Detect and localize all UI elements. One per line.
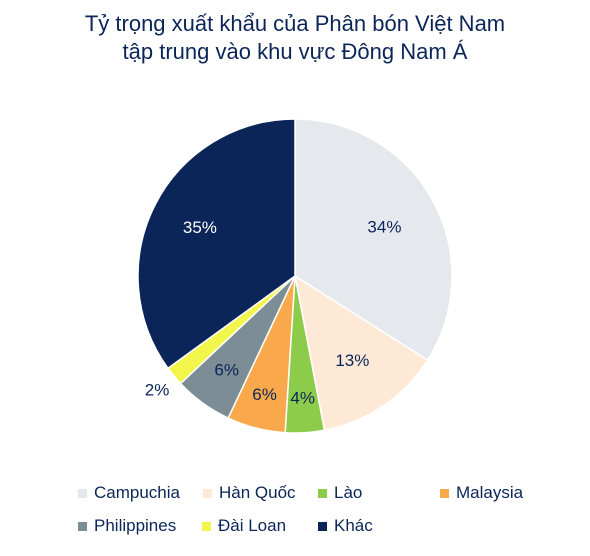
data-label-dai-loan: 2%: [145, 381, 170, 400]
data-label-philippines: 6%: [214, 360, 239, 379]
chart-title: Tỷ trọng xuất khẩu của Phân bón Việt Nam…: [0, 10, 590, 66]
pie-slice-campuchia: [294, 118, 453, 362]
chart-title-line-1: Tỷ trọng xuất khẩu của Phân bón Việt Nam: [84, 11, 506, 36]
pie-slice-khac: [137, 118, 296, 370]
data-label-han-quoc: 13%: [335, 351, 369, 370]
data-label-lao: 4%: [290, 389, 315, 408]
data-label-malaysia: 6%: [252, 385, 277, 404]
data-label-campuchia: 34%: [367, 217, 401, 236]
chart-title-line-2: tập trung vào khu vực Đông Nam Á: [122, 39, 468, 64]
pie-slice-han-quoc: [293, 274, 429, 432]
data-label-khac: 35%: [183, 218, 217, 237]
